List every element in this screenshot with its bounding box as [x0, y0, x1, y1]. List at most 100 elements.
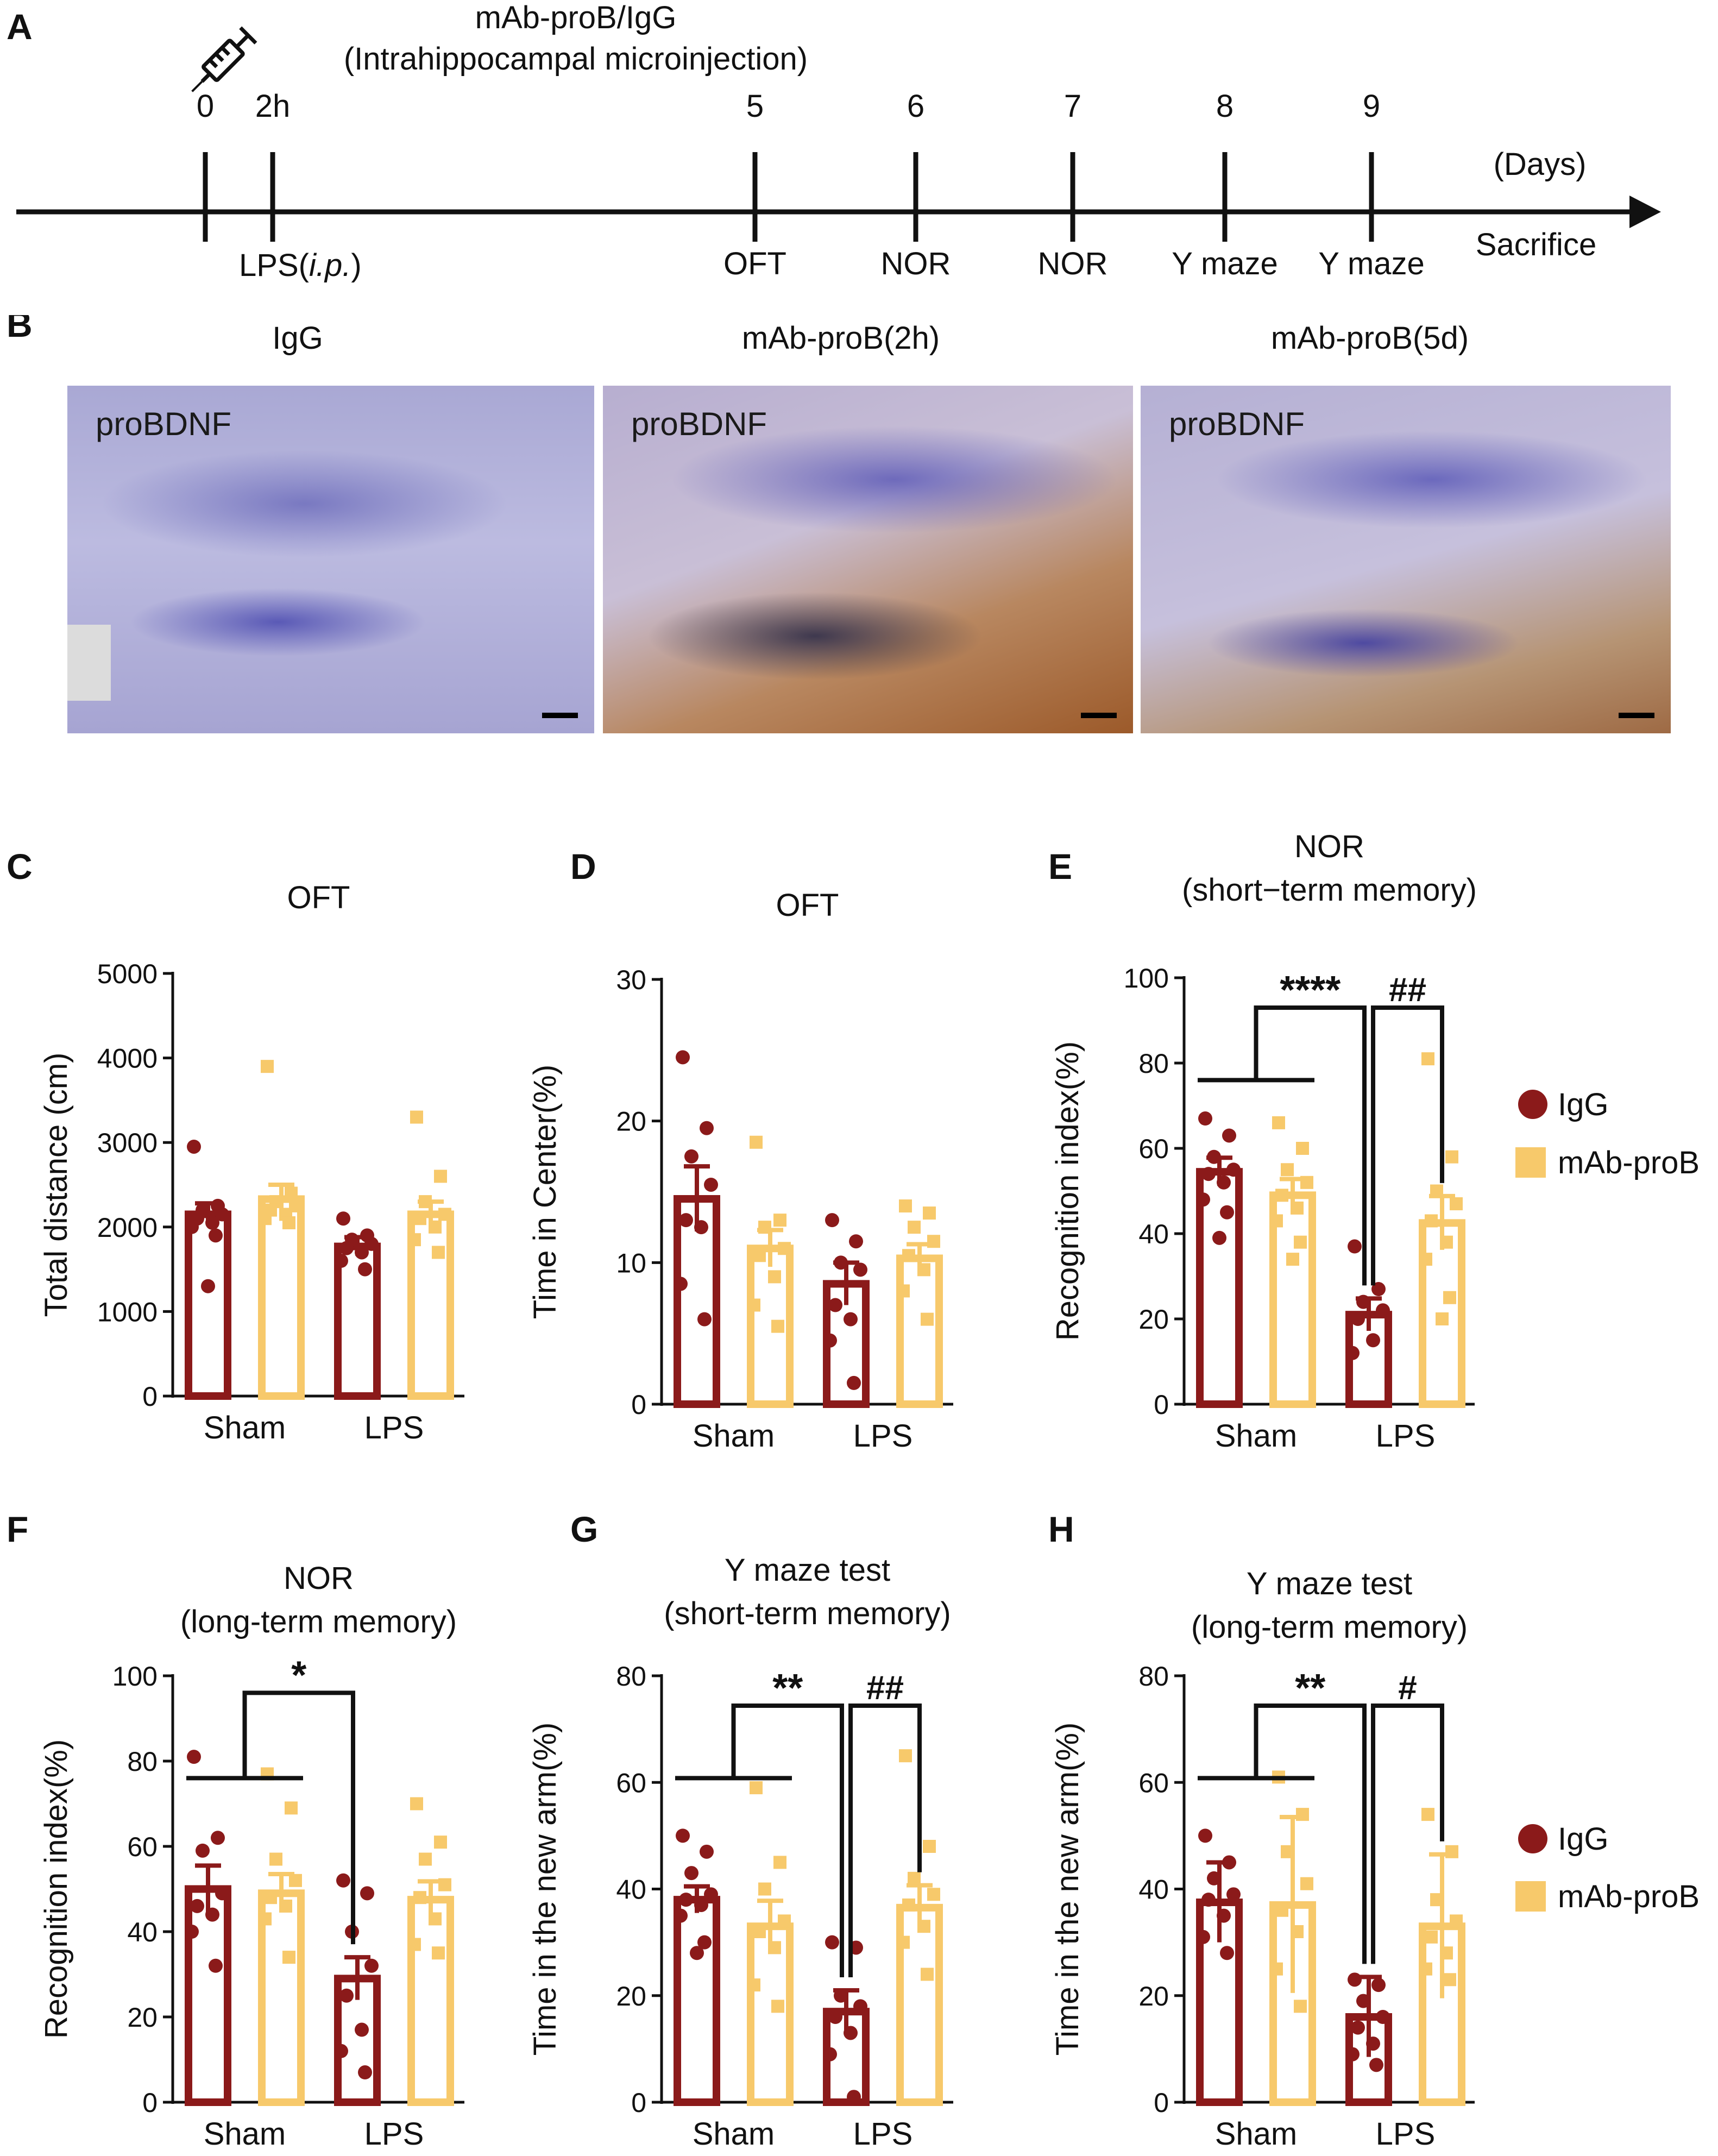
data-point — [1366, 1333, 1380, 1348]
data-point — [1196, 1192, 1210, 1207]
data-point — [269, 1852, 282, 1866]
panel-label-h: H — [1048, 1509, 1074, 1549]
data-point — [1300, 1877, 1313, 1890]
data-point — [410, 1110, 423, 1124]
data-point — [923, 1840, 936, 1853]
data-point — [828, 1298, 842, 1312]
timeline-tick-label: 2h — [255, 89, 291, 124]
data-point — [704, 1887, 718, 1902]
data-point — [676, 1050, 690, 1065]
data-point — [684, 1866, 698, 1881]
data-point — [1201, 1167, 1216, 1181]
data-point — [1440, 1946, 1453, 1960]
data-point — [676, 1828, 690, 1843]
data-point — [1272, 1116, 1285, 1129]
data-point — [768, 1941, 781, 1954]
chart-c: OFT 0 1000 2000 3000 4000 5000 Total distance (… — [39, 880, 464, 1445]
data-point — [897, 1284, 910, 1298]
data-point — [1450, 1197, 1463, 1211]
y-tick-label: 0 — [142, 1381, 158, 1412]
timeline-unit: (Days) — [1494, 147, 1587, 182]
x-tick-label: LPS — [1376, 2116, 1436, 2152]
legend-label-igg: IgG — [1558, 1087, 1609, 1122]
y-tick-label: 0 — [142, 2088, 158, 2118]
timeline-tick-label: 9 — [1363, 89, 1380, 124]
y-tick-label: 20 — [1138, 1981, 1169, 2012]
x-tick-label: Sham — [1215, 2116, 1298, 2152]
data-point — [1198, 1111, 1212, 1126]
data-point — [1369, 2058, 1383, 2072]
data-point — [1207, 1871, 1221, 1885]
panel-label-e: E — [1048, 846, 1072, 887]
data-point — [684, 1149, 698, 1164]
y-tick-label: 80 — [1138, 1661, 1169, 1692]
y-tick-label: 60 — [616, 1768, 646, 1798]
chart-e: NOR (short−term memory) 0 20 40 60 80 100 Recogn… — [1050, 829, 1477, 1454]
data-point — [211, 1831, 225, 1845]
data-point — [750, 1135, 763, 1149]
panel-label-b: B — [7, 315, 33, 344]
data-point — [1430, 1184, 1443, 1198]
data-point — [358, 2065, 372, 2080]
data-point — [419, 1852, 432, 1866]
scale-bar — [1081, 713, 1117, 718]
data-point — [771, 1319, 784, 1333]
data-point — [690, 1946, 704, 1960]
data-point — [750, 1781, 763, 1795]
data-point — [778, 1242, 791, 1255]
data-point — [1419, 1253, 1432, 1266]
data-point — [674, 1277, 688, 1291]
data-point — [285, 1186, 298, 1200]
data-point — [849, 1234, 863, 1249]
data-point — [927, 1888, 940, 1901]
data-point — [923, 1206, 936, 1220]
data-point — [897, 1935, 910, 1949]
panel-label-a: A — [7, 7, 33, 47]
data-point — [927, 1235, 940, 1248]
data-point — [1281, 1845, 1294, 1858]
timeline-tick-label: 7 — [1064, 89, 1081, 124]
legend-h: IgG mAb-proB — [1515, 1821, 1700, 1914]
significance-label: ** — [1295, 1667, 1325, 1710]
data-point — [1345, 2047, 1360, 2061]
data-point — [1443, 1291, 1456, 1304]
y-tick-label: 20 — [1138, 1304, 1169, 1335]
data-point — [187, 1750, 201, 1764]
data-point — [1222, 1855, 1236, 1870]
data-point — [1291, 1201, 1304, 1215]
data-point — [747, 1978, 760, 1992]
data-point — [205, 1907, 219, 1922]
data-point — [201, 1279, 215, 1293]
bar — [674, 1896, 720, 2106]
data-point — [185, 1925, 199, 1939]
significance-bracket — [1371, 1703, 1444, 1964]
y-tick-label: 80 — [616, 1661, 646, 1692]
data-point — [694, 1220, 708, 1235]
y-axis-label: Time in the new arm(%) — [1050, 1723, 1085, 2056]
data-point — [679, 1893, 693, 1907]
data-point — [1226, 1887, 1241, 1902]
data-point — [825, 1213, 839, 1228]
data-point — [697, 1312, 712, 1327]
data-point — [196, 1843, 210, 1858]
data-point — [823, 1333, 837, 1348]
y-tick-label: 60 — [1138, 1768, 1169, 1798]
data-point — [1296, 1808, 1309, 1821]
data-point — [1443, 1973, 1456, 1987]
data-point — [432, 1946, 445, 1960]
y-tick-label: 60 — [127, 1832, 158, 1862]
data-point — [899, 1199, 912, 1213]
bar — [407, 1896, 454, 2106]
scale-bar — [1619, 713, 1654, 718]
data-point — [1275, 1903, 1288, 1917]
bar — [185, 1210, 231, 1400]
chart-subtitle: (long-term memory) — [1191, 1610, 1468, 1645]
data-point — [339, 1988, 354, 2003]
data-point — [844, 1312, 858, 1327]
y-tick-label: 100 — [112, 1661, 158, 1692]
data-point — [771, 2000, 784, 2013]
y-tick-label: 5000 — [97, 959, 158, 989]
y-tick-label: 4000 — [97, 1044, 158, 1074]
data-point — [432, 1246, 445, 1259]
